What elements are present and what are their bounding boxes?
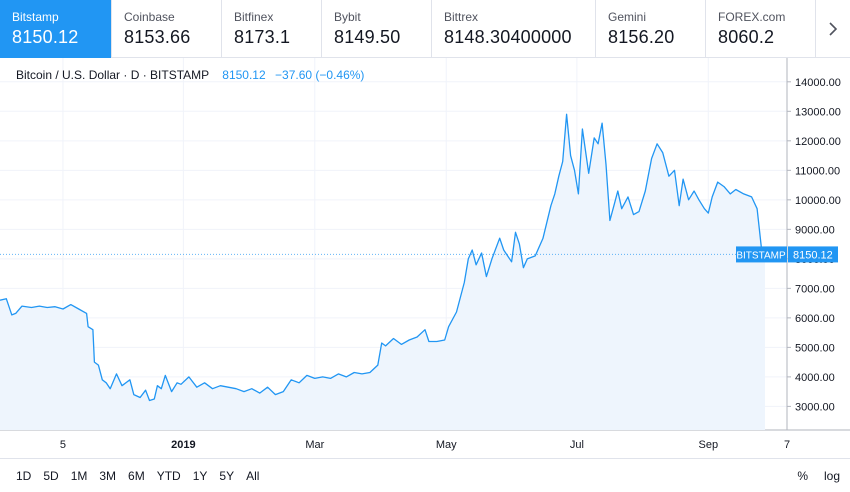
exchange-tag-bg bbox=[736, 246, 787, 263]
y-tick-label: 10000.00 bbox=[795, 195, 841, 207]
exchange-tab-bittrex[interactable]: Bittrex 8148.30400000 bbox=[432, 0, 596, 58]
price-change: −37.60 (−0.46%) bbox=[275, 68, 365, 82]
range-button-5y[interactable]: 5Y bbox=[219, 468, 235, 483]
exchange-tab-gemini[interactable]: Gemini 8156.20 bbox=[596, 0, 706, 58]
chart-canvas[interactable]: 14000.00 13000.00 12000.00 11000.00 10000.00… bbox=[0, 58, 850, 458]
price-chart[interactable]: 14000.00 13000.00 12000.00 11000.00 10000.00… bbox=[0, 58, 850, 458]
x-tick-label: Jul bbox=[570, 439, 584, 451]
exchange-name: Bybit bbox=[334, 10, 361, 24]
scale-tools: % log bbox=[781, 459, 840, 492]
y-tick-label: 3000.00 bbox=[795, 401, 835, 413]
x-tick-label: Mar bbox=[305, 439, 324, 451]
range-button-6m[interactable]: 6M bbox=[128, 468, 145, 483]
range-button-5d[interactable]: 5D bbox=[43, 468, 59, 483]
exchange-price: 8149.50 bbox=[334, 27, 401, 47]
next-exchanges-button[interactable] bbox=[816, 0, 850, 57]
exchange-tab-coinbase[interactable]: Coinbase 8153.66 bbox=[112, 0, 222, 58]
last-price: 8150.12 bbox=[222, 68, 266, 82]
exchange-price: 8150.12 bbox=[12, 27, 79, 47]
exchange-name: Bittrex bbox=[444, 10, 479, 24]
y-tick-label: 4000.00 bbox=[795, 372, 835, 384]
y-tick-label: 13000.00 bbox=[795, 106, 841, 118]
range-selector: 1D 5D 1M 3M 6M YTD 1Y 5Y All bbox=[10, 459, 265, 492]
exchange-price: 8153.66 bbox=[124, 27, 191, 47]
exchange-tab-bitstamp[interactable]: Bitstamp 8150.12 bbox=[0, 0, 112, 58]
symbol-title: Bitcoin / U.S. Dollar · D · BITSTAMP bbox=[16, 68, 209, 82]
x-tick-label: 5 bbox=[60, 439, 66, 451]
y-tick-label: 11000.00 bbox=[795, 165, 840, 177]
percent-scale-toggle[interactable]: % bbox=[797, 468, 808, 483]
y-tick-label: 14000.00 bbox=[795, 77, 841, 89]
range-button-ytd[interactable]: YTD bbox=[156, 468, 181, 483]
exchange-tab-bitfinex[interactable]: Bitfinex 8173.1 bbox=[222, 0, 322, 58]
exchange-name: FOREX.com bbox=[718, 10, 786, 24]
exchange-price: 8060.2 bbox=[718, 27, 775, 47]
exchange-name: Bitstamp bbox=[12, 10, 59, 24]
price-area-fill bbox=[0, 114, 765, 431]
exchange-price: 8148.30400000 bbox=[444, 27, 572, 47]
bottom-toolbar: 1D 5D 1M 3M 6M YTD 1Y 5Y All % log bbox=[0, 458, 850, 492]
y-tick-label: 12000.00 bbox=[795, 136, 841, 148]
exchange-price: 8173.1 bbox=[234, 27, 291, 47]
exchange-name: Bitfinex bbox=[234, 10, 274, 24]
range-button-3m[interactable]: 3M bbox=[99, 468, 117, 483]
y-tick-label: 5000.00 bbox=[795, 342, 835, 354]
log-scale-toggle[interactable]: log bbox=[823, 468, 840, 483]
chart-legend: Bitcoin / U.S. Dollar · D · BITSTAMP 815… bbox=[16, 68, 364, 82]
x-tick-label: May bbox=[436, 439, 457, 451]
range-button-1y[interactable]: 1Y bbox=[192, 468, 208, 483]
range-button-1m[interactable]: 1M bbox=[70, 468, 88, 483]
x-tick-label: 7 bbox=[784, 439, 790, 451]
range-button-1d[interactable]: 1D bbox=[16, 468, 32, 483]
price-line bbox=[0, 113, 766, 402]
x-tick-label: Sep bbox=[699, 439, 719, 451]
range-button-all[interactable]: All bbox=[246, 468, 260, 483]
exchange-price: 8156.20 bbox=[608, 27, 675, 47]
exchange-tab-bybit[interactable]: Bybit 8149.50 bbox=[322, 0, 432, 58]
exchange-name: Coinbase bbox=[124, 10, 175, 24]
y-tick-label: 6000.00 bbox=[795, 313, 835, 325]
price-tag-bg bbox=[788, 246, 838, 263]
y-tick-label: 9000.00 bbox=[795, 224, 835, 236]
exchange-tag-label: BITSTAMP bbox=[736, 250, 786, 261]
x-tick-label: 2019 bbox=[171, 439, 195, 451]
y-tick-label: 7000.00 bbox=[795, 283, 835, 295]
chevron-right-icon bbox=[829, 21, 838, 36]
exchange-tabs: Bitstamp 8150.12 Coinbase 8153.66 Bitfinex 81… bbox=[0, 0, 850, 58]
price-tag-label: 8150.12 bbox=[793, 249, 833, 261]
exchange-tab-forex-com[interactable]: FOREX.com 8060.2 bbox=[706, 0, 816, 58]
exchange-name: Gemini bbox=[608, 10, 647, 24]
